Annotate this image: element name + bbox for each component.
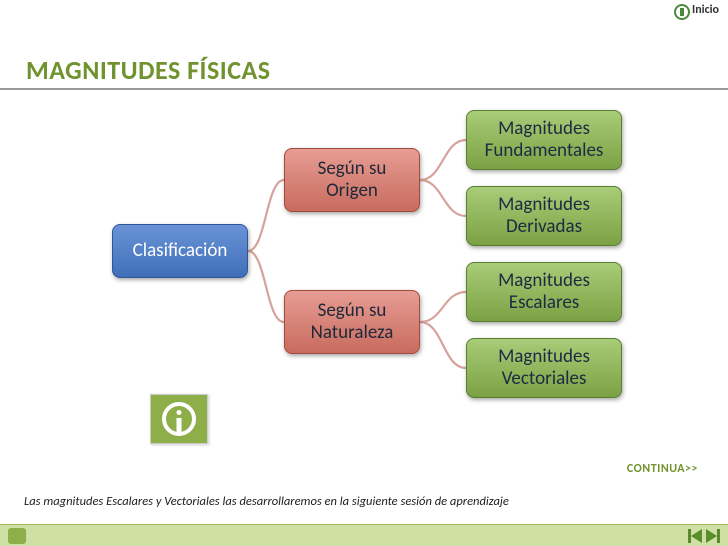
node-branch-origen: Según su Origen	[284, 148, 420, 212]
node-leaf-label: Magnitudes Fundamentales	[475, 118, 613, 162]
bar-icon	[717, 529, 720, 543]
continue-link[interactable]: CONTINUA>>	[627, 462, 698, 476]
classification-diagram: Clasificación Según su Origen Según su N…	[0, 100, 728, 440]
node-branch-naturaleza: Según su Naturaleza	[284, 290, 420, 354]
node-branch-label: Según su Origen	[293, 158, 411, 202]
logo-icon	[8, 528, 26, 544]
home-icon	[674, 4, 690, 20]
bottom-nav-bar	[0, 524, 728, 546]
node-leaf-label: Magnitudes Vectoriales	[475, 346, 613, 390]
home-label: Inicio	[692, 4, 718, 17]
page-title: MAGNITUDES FÍSICAS	[26, 54, 728, 86]
arrow-left-icon	[691, 529, 702, 543]
node-leaf-label: Magnitudes Escalares	[475, 270, 613, 314]
info-button[interactable]	[150, 394, 208, 444]
node-leaf-label: Magnitudes Derivadas	[475, 194, 613, 238]
next-button[interactable]	[706, 529, 720, 543]
node-root: Clasificación	[112, 224, 248, 278]
node-branch-label: Según su Naturaleza	[293, 300, 411, 344]
home-link[interactable]: Inicio	[674, 4, 718, 20]
node-leaf-vectoriales: Magnitudes Vectoriales	[466, 338, 622, 398]
node-leaf-fundamentales: Magnitudes Fundamentales	[466, 110, 622, 170]
footnote-text: Las magnitudes Escalares y Vectoriales l…	[24, 494, 509, 509]
node-leaf-derivadas: Magnitudes Derivadas	[466, 186, 622, 246]
info-icon	[162, 402, 196, 436]
arrow-right-icon	[706, 529, 717, 543]
nav-arrows	[688, 529, 720, 543]
prev-button[interactable]	[688, 529, 702, 543]
node-root-label: Clasificación	[133, 240, 228, 262]
node-leaf-escalares: Magnitudes Escalares	[466, 262, 622, 322]
title-bar: MAGNITUDES FÍSICAS	[0, 54, 728, 90]
